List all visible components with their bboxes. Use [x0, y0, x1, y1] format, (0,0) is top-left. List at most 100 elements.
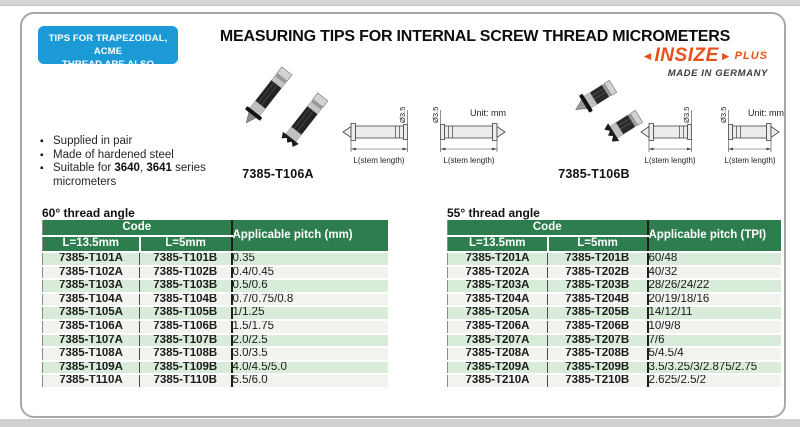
table-row: 7385-T209A 7385-T209B 3.5/3.25/3/2.875/2.7…	[447, 360, 781, 376]
diameter-label: Ø3.5	[682, 107, 691, 123]
code-cell-a: 7385-T106A	[42, 319, 140, 335]
table-row: 7385-T208A 7385-T208B 5/4.5/4	[447, 347, 781, 362]
pitch-cell: 2.625/2.5/2	[646, 374, 781, 389]
code-cell-a: 7385-T110A	[42, 374, 140, 389]
diagram-pair-short: Unit: mm Ø3.5 L(stem length) Ø3.5	[638, 106, 786, 170]
code-group-header: Code	[42, 220, 232, 237]
code-cell-b: 7385-T102B	[139, 265, 232, 281]
pitch-cell: 0.4/0.45	[230, 265, 388, 281]
code-cell-b: 7385-T107B	[139, 333, 232, 349]
code-cell-a: 7385-T207A	[447, 333, 548, 349]
pitch-cell: 0.5/0.6	[230, 279, 388, 294]
feature-list: Supplied in pair Made of hardened steel …	[40, 135, 230, 189]
code-cell-b: 7385-T202B	[547, 265, 648, 281]
product-b-label: 7385-T106B	[558, 167, 630, 181]
diameter-label: Ø3.5	[398, 107, 407, 123]
pitch-cell: 4.0/4.5/5.0	[230, 360, 388, 376]
badge-line-1: TIPS FOR TRAPEZOIDAL, ACME	[48, 33, 168, 57]
stem-length-label: L(stem length)	[443, 156, 494, 165]
code-cell-b: 7385-T204B	[547, 292, 648, 308]
pitch-cell: 14/12/11	[646, 306, 781, 321]
code-cell-a: 7385-T101A	[42, 252, 140, 267]
code-cell-a: 7385-T206A	[447, 319, 548, 335]
pitch-cell: 3.5/3.25/3/2.875/2.75	[646, 360, 781, 376]
code-cell-b: 7385-T208B	[547, 347, 648, 362]
table-row: 7385-T107A 7385-T107B 2.0/2.5	[42, 333, 388, 349]
brand-right-arrow-icon: ►	[719, 49, 732, 63]
pitch-header: Applicable pitch (TPI)	[646, 220, 781, 253]
pitch-cell: 0.35	[230, 252, 388, 267]
table-row: 7385-T108A 7385-T108B 3.0/3.5	[42, 347, 388, 362]
pitch-cell: 28/26/24/22	[646, 279, 781, 294]
table-header-row: Code Applicable pitch (TPI)	[447, 220, 781, 253]
product-a-image	[245, 66, 329, 147]
tip-diagram-cone-right-long: Ø3.5 L(stem length)	[431, 107, 506, 165]
code-cell-a: 7385-T201A	[447, 252, 548, 267]
table-row: 7385-T106A 7385-T106B 1.5/1.75	[42, 319, 388, 335]
table-row: 7385-T101A 7385-T101B 0.35	[42, 252, 388, 267]
code-cell-a: 7385-T108A	[42, 347, 140, 362]
pitch-cell: 60/48	[646, 252, 781, 267]
pitch-cell: 5.5/6.0	[230, 374, 388, 389]
pitch-cell: 7/6	[646, 333, 781, 349]
thread-60-table: Code Applicable pitch (mm) L=13.5mm L=5m…	[42, 220, 388, 389]
badge-line-2: THREAD ARE ALSO AVAILABLE	[61, 59, 155, 83]
table-subheader-row: L=13.5mm L=5mm	[42, 236, 388, 253]
product-a-label: 7385-T106A	[242, 167, 314, 181]
col-header-l5: L=5mm	[547, 236, 648, 253]
code-cell-b: 7385-T109B	[139, 360, 232, 376]
made-in-label: MADE IN GERMANY	[667, 68, 768, 79]
code-cell-b: 7385-T209B	[547, 360, 648, 376]
availability-badge: TIPS FOR TRAPEZOIDAL, ACME THREAD ARE AL…	[38, 26, 178, 83]
code-cell-a: 7385-T205A	[447, 306, 548, 321]
brand-logo: ◄ INSIZE ► PLUS MADE IN GERMANY	[642, 45, 768, 79]
pitch-cell: 20/19/18/16	[646, 292, 781, 308]
table-row: 7385-T206A 7385-T206B 10/9/8	[447, 319, 781, 335]
table-row: 7385-T102A 7385-T102B 0.4/0.45	[42, 265, 388, 281]
stem-length-label: L(stem length)	[724, 156, 775, 165]
code-cell-a: 7385-T107A	[42, 333, 140, 349]
table-header-row: Code Applicable pitch (mm)	[42, 220, 388, 253]
pitch-cell: 1/1.25	[230, 306, 388, 321]
code-group-header: Code	[447, 220, 648, 237]
code-cell-b: 7385-T103B	[139, 279, 232, 294]
code-cell-b: 7385-T203B	[547, 279, 648, 294]
code-cell-a: 7385-T202A	[447, 265, 548, 281]
table-row: 7385-T109A 7385-T109B 4.0/4.5/5.0	[42, 360, 388, 376]
code-cell-b: 7385-T108B	[139, 347, 232, 362]
table-row: 7385-T210A 7385-T210B 2.625/2.5/2	[447, 374, 781, 389]
code-cell-a: 7385-T210A	[447, 374, 548, 389]
table-row: 7385-T110A 7385-T110B 5.5/6.0	[42, 374, 388, 389]
col-header-l13: L=13.5mm	[447, 236, 549, 253]
code-cell-a: 7385-T104A	[42, 292, 140, 308]
pitch-cell: 3.0/3.5	[230, 347, 388, 362]
brand-name: INSIZE	[654, 45, 719, 66]
code-cell-a: 7385-T105A	[42, 306, 140, 321]
page-bottom-divider	[0, 419, 800, 427]
col-header-l5: L=5mm	[139, 236, 232, 253]
pitch-header: Applicable pitch (mm)	[230, 220, 388, 253]
table-subheader-row: L=13.5mm L=5mm	[447, 236, 781, 253]
table-row: 7385-T202A 7385-T202B 40/32	[447, 265, 781, 281]
code-cell-b: 7385-T205B	[547, 306, 648, 321]
table-row: 7385-T104A 7385-T104B 0.7/0.75/0.8	[42, 292, 388, 308]
code-cell-a: 7385-T203A	[447, 279, 548, 294]
feature-item: Made of hardened steel	[40, 149, 230, 163]
tip-diagram-cone-right-short: Ø3.5 L(stem length)	[719, 107, 780, 165]
code-cell-b: 7385-T104B	[139, 292, 232, 308]
code-cell-b: 7385-T206B	[547, 319, 648, 335]
code-cell-b: 7385-T106B	[139, 319, 232, 335]
table-row: 7385-T205A 7385-T205B 14/12/11	[447, 306, 781, 321]
code-cell-a: 7385-T208A	[447, 347, 548, 362]
page-title: MEASURING TIPS FOR INTERNAL SCREW THREAD…	[219, 28, 731, 45]
product-b-image	[575, 79, 644, 142]
table-row: 7385-T201A 7385-T201B 60/48	[447, 252, 781, 267]
pitch-cell: 40/32	[646, 265, 781, 281]
code-cell-b: 7385-T207B	[547, 333, 648, 349]
code-cell-a: 7385-T103A	[42, 279, 140, 294]
pitch-cell: 0.7/0.75/0.8	[230, 292, 388, 308]
code-cell-b: 7385-T110B	[139, 374, 232, 389]
code-cell-b: 7385-T201B	[547, 252, 648, 267]
diameter-label: Ø3.5	[719, 107, 728, 123]
table-row: 7385-T203A 7385-T203B 28/26/24/22	[447, 279, 781, 294]
